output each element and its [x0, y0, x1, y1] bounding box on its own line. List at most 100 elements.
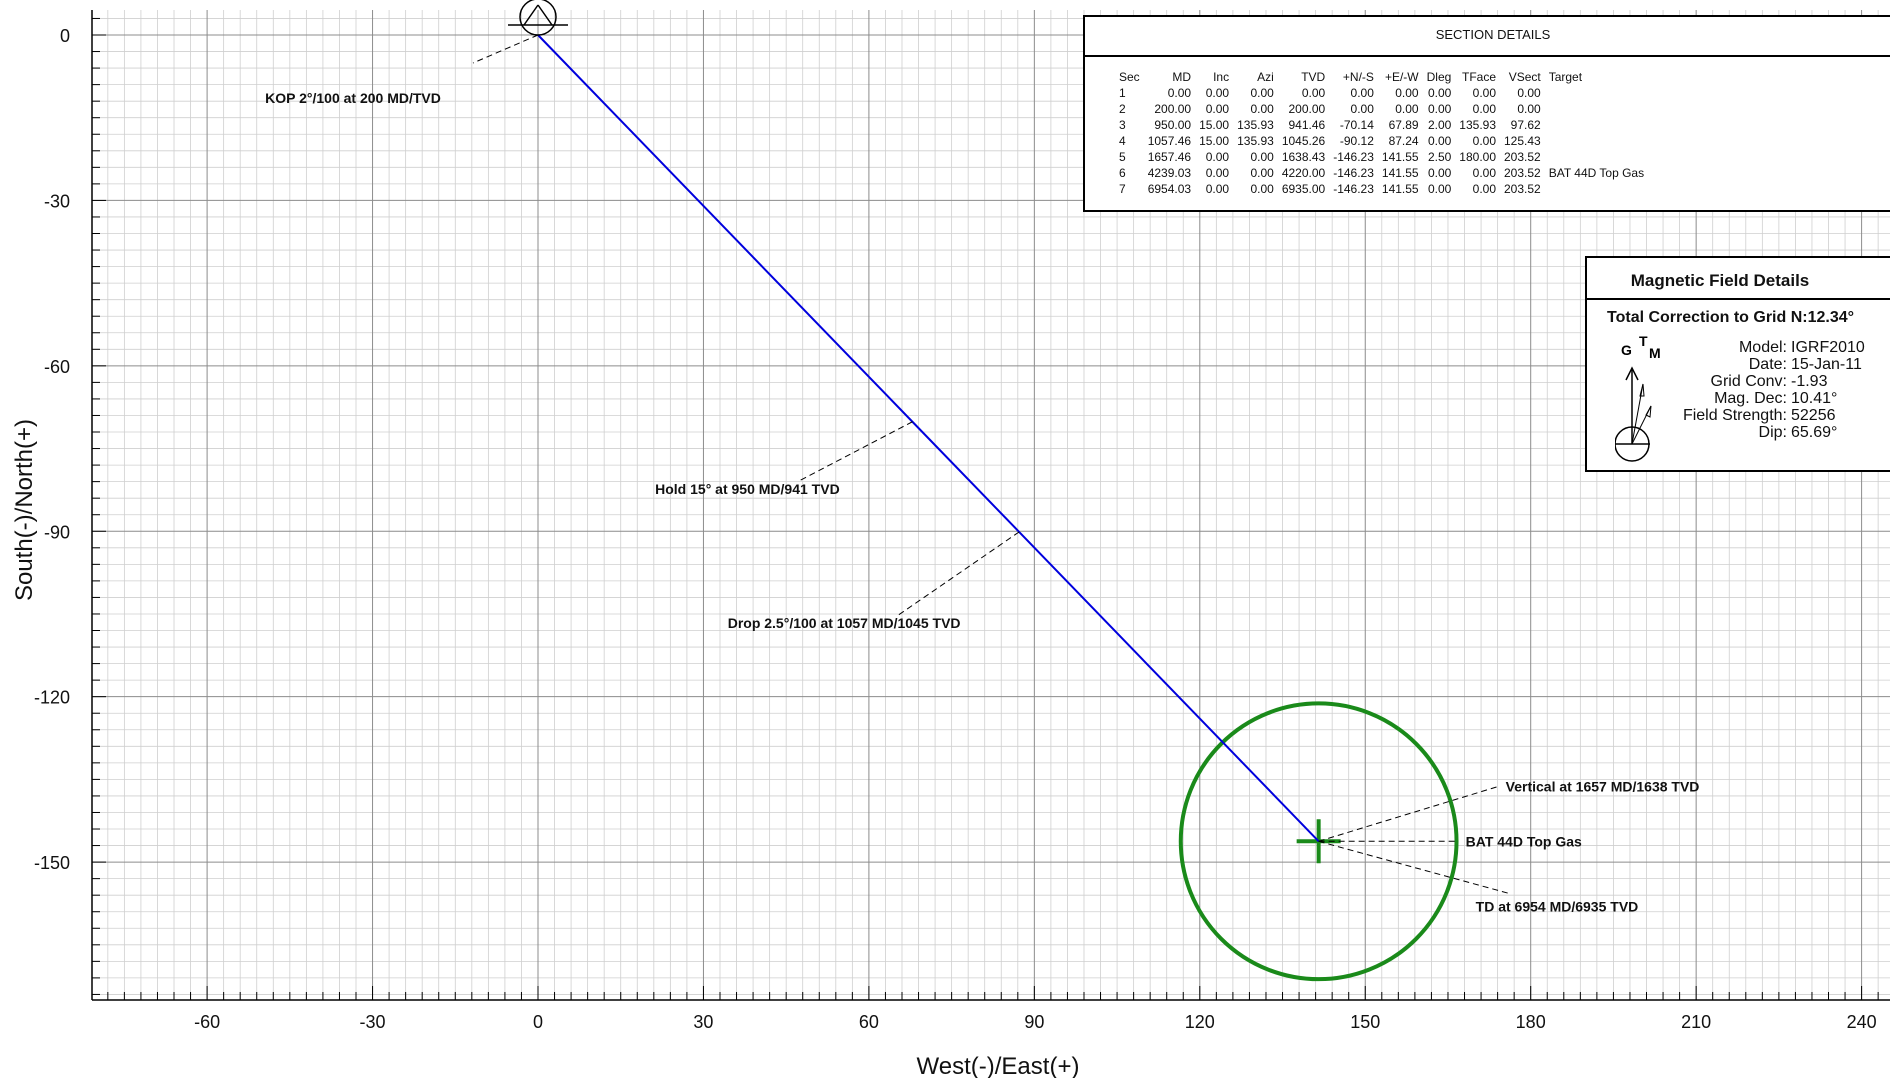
table-cell: 2.50: [1427, 150, 1452, 164]
table-cell: 0.00: [1205, 102, 1230, 116]
y-tick-label: -30: [44, 191, 70, 211]
magnetic-detail-value: IGRF2010: [1791, 339, 1865, 356]
table-cell: 0.00: [1427, 86, 1452, 100]
table-cell: 0.00: [1205, 150, 1230, 164]
column-header: VSect: [1508, 70, 1541, 84]
column-header: +E/-W: [1384, 70, 1419, 84]
north-arrow-icon: G T M: [1615, 336, 1661, 462]
correction-label: Total Correction to Grid N:: [1607, 309, 1808, 326]
table-cell: 0.00: [1427, 182, 1452, 196]
x-tick-label: 60: [859, 1012, 879, 1032]
table-row: 1 0.00 0.00 0.00 0.00 0.00 0.00 0.00 0.00 0.00: [1115, 85, 1648, 101]
magnetic-detail-value: 15-Jan-11: [1791, 356, 1862, 373]
x-tick-label: -60: [194, 1012, 220, 1032]
table-cell: 4239.03: [1147, 166, 1192, 180]
table-body: 1 0.00 0.00 0.00 0.00 0.00 0.00 0.00 0.00 0.00 2 20…: [1115, 85, 1648, 197]
column-header: Sec: [1119, 70, 1140, 84]
table-cell: 6954.03: [1147, 182, 1192, 196]
magnetic-detail-label: Dip:: [1758, 424, 1787, 441]
y-axis-title: South(-)/North(+): [11, 419, 38, 601]
table-cell: 15.00: [1199, 134, 1230, 148]
column-header: Inc: [1213, 70, 1230, 84]
magnetic-detail-row: Date: 15-Jan-11: [1667, 356, 1865, 373]
magnetic-detail-label: Grid Conv:: [1710, 373, 1787, 390]
axes: [91, 10, 1890, 1001]
tick-labels: -60 -30 0 30 60 90 120 150 180 210 240 0 -30 -60 -90 -1…: [34, 26, 1877, 1032]
table-cell: 0.00: [1250, 150, 1274, 164]
table-cell: 0.00: [1427, 134, 1452, 148]
annotation-label: Drop 2.5°/100 at 1057 MD/1045 TVD: [728, 615, 961, 631]
section-details-table: Sec MD Inc Azi TVD +N/-S +E/-W Dleg TFace VSect Ta…: [1115, 69, 1648, 197]
magnetic-detail-row: Model: IGRF2010: [1667, 339, 1865, 356]
table-cell: 0.00: [1427, 102, 1452, 116]
annotation-layer: KOP 2°/100 at 200 MD/TVD Hold 15° at 950 …: [265, 34, 1699, 914]
compass-true-label: T: [1639, 336, 1648, 349]
table-cell: 6: [1119, 166, 1126, 180]
table-cell: 135.93: [1237, 118, 1274, 132]
table-cell: 3: [1119, 118, 1126, 132]
x-tick-label: 30: [693, 1012, 713, 1032]
table-row: 6 4239.03 0.00 0.00 4220.00 -146.23 141.55 0.00…: [1115, 165, 1648, 181]
x-tick-label: 150: [1350, 1012, 1380, 1032]
table-cell: 200.00: [1154, 102, 1192, 116]
total-correction: Total Correction to Grid N:12.34°: [1607, 309, 1854, 327]
table-cell: 203.52: [1504, 182, 1541, 196]
table-cell: 200.00: [1288, 102, 1326, 116]
magnetic-title-divider: [1587, 298, 1890, 300]
compass-grid-label: G: [1621, 342, 1632, 358]
column-header: MD: [1172, 70, 1192, 84]
x-axis-title: West(-)/East(+): [917, 1053, 1080, 1078]
table-cell: 135.93: [1237, 134, 1274, 148]
magnetic-detail-value: -1.93: [1791, 373, 1828, 390]
table-cell: 0.00: [1472, 166, 1496, 180]
table-row: 5 1657.46 0.00 0.00 1638.43 -146.23 141.55 2.50…: [1115, 149, 1648, 165]
magnetic-field-panel: Magnetic Field Details Total Correction …: [1585, 256, 1890, 472]
table-cell: 0.00: [1427, 166, 1452, 180]
major-grid: [92, 10, 1890, 1000]
table-cell: 0.00: [1167, 86, 1192, 100]
table-cell: 7: [1119, 182, 1126, 196]
x-tick-label: -30: [360, 1012, 386, 1032]
table-cell: -70.14: [1339, 118, 1374, 132]
table-cell: 203.52: [1504, 166, 1541, 180]
table-cell: 4: [1119, 134, 1126, 148]
column-header: Dleg: [1426, 70, 1452, 84]
well-path-line: [537, 34, 1320, 843]
table-cell: 0.00: [1250, 102, 1274, 116]
table-cell: 0.00: [1205, 166, 1230, 180]
x-tick-label: 240: [1847, 1012, 1877, 1032]
column-header: Target: [1548, 70, 1583, 84]
y-tick-label: -90: [44, 522, 70, 542]
section-details-title: SECTION DETAILS: [1435, 27, 1551, 42]
table-cell: 0.00: [1301, 86, 1326, 100]
column-header: TVD: [1301, 70, 1326, 84]
table-cell: 0.00: [1205, 182, 1230, 196]
table-cell: 67.89: [1388, 118, 1419, 132]
wellhead-circle: [519, 0, 557, 36]
table-cell: 0.00: [1395, 86, 1419, 100]
column-header: +N/-S: [1342, 70, 1374, 84]
annotation-leader: [797, 421, 913, 483]
column-header: TFace: [1461, 70, 1496, 84]
table-cell: 0.00: [1350, 86, 1374, 100]
table-cell: 950.00: [1154, 118, 1192, 132]
y-tick-label: -60: [44, 357, 70, 377]
table-cell: -90.12: [1339, 134, 1374, 148]
table-row: 4 1057.46 15.00 135.93 1045.26 -90.12 87.24 0.0…: [1115, 133, 1648, 149]
table-cell: 125.43: [1504, 134, 1541, 148]
annotation-label: BAT 44D Top Gas: [1466, 833, 1582, 849]
compass-mag-label: M: [1649, 345, 1661, 361]
table-cell: 941.46: [1288, 118, 1326, 132]
table-cell: 4220.00: [1281, 166, 1326, 180]
magnetic-detail-label: Field Strength:: [1682, 407, 1787, 424]
magnetic-detail-label: Model:: [1738, 339, 1787, 356]
table-cell: 0.00: [1350, 102, 1374, 116]
magnetic-detail-row: Field Strength: 52256: [1667, 407, 1865, 424]
table-cell: 1045.26: [1281, 134, 1326, 148]
table-cell: 0.00: [1472, 134, 1496, 148]
table-cell: 15.00: [1199, 118, 1230, 132]
annotation-leader: [1318, 785, 1499, 842]
magnetic-detail-value: 10.41°: [1791, 390, 1838, 407]
magnetic-detail-label: Date:: [1748, 356, 1787, 373]
x-tick-label: 90: [1024, 1012, 1044, 1032]
